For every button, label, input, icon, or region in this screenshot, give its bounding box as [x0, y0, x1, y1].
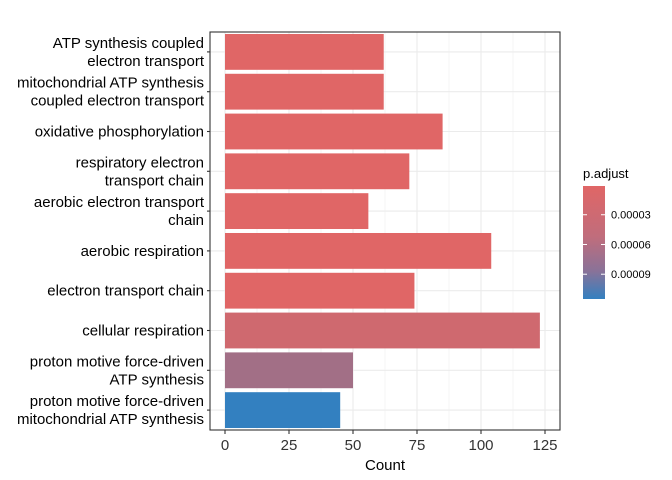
bar — [225, 392, 341, 429]
colorbar — [583, 186, 605, 299]
category-label: respiratory electron transport chain — [76, 154, 204, 189]
x-tick-label: 125 — [532, 437, 557, 454]
y-axis: ATP synthesis coupled electron transport m… — [17, 35, 210, 428]
bar — [225, 272, 415, 309]
colorbar-label: 0.00006 — [611, 239, 651, 251]
bar — [225, 193, 369, 230]
category-label: proton motive force-driven ATP synthesis — [30, 353, 204, 388]
legend: p.adjust 0.00003 0.00006 0.00009 — [583, 166, 651, 299]
bar — [225, 33, 384, 70]
category-label: oxidative phosphorylation — [35, 124, 204, 141]
category-label: proton motive force-driven mitochondrial … — [17, 393, 204, 428]
category-label: mitochondrial ATP synthesis coupled elect… — [17, 75, 205, 110]
bars — [225, 33, 540, 429]
category-label: cellular respiration — [82, 323, 204, 340]
bar — [225, 312, 540, 349]
bar — [225, 232, 492, 269]
x-tick-label: 75 — [409, 437, 426, 454]
x-axis: 0 25 50 75 100 125 — [221, 430, 558, 454]
x-tick-label: 100 — [468, 437, 493, 454]
colorbar-label: 0.00009 — [611, 269, 651, 281]
x-tick-label: 50 — [345, 437, 362, 454]
bar — [225, 73, 384, 110]
bar — [225, 352, 353, 389]
colorbar-label: 0.00003 — [611, 210, 651, 222]
x-tick-label: 25 — [281, 437, 298, 454]
legend-title: p.adjust — [583, 166, 629, 181]
category-label: ATP synthesis coupled electron transport — [53, 35, 205, 70]
x-axis-title: Count — [365, 457, 406, 474]
category-label: aerobic electron transport chain — [34, 194, 205, 229]
bar — [225, 113, 443, 150]
category-label: electron transport chain — [47, 283, 204, 300]
bar — [225, 153, 410, 190]
category-label: aerobic respiration — [81, 243, 204, 260]
x-tick-label: 0 — [221, 437, 229, 454]
panel-border — [209, 31, 561, 431]
plot-frame — [209, 31, 561, 431]
